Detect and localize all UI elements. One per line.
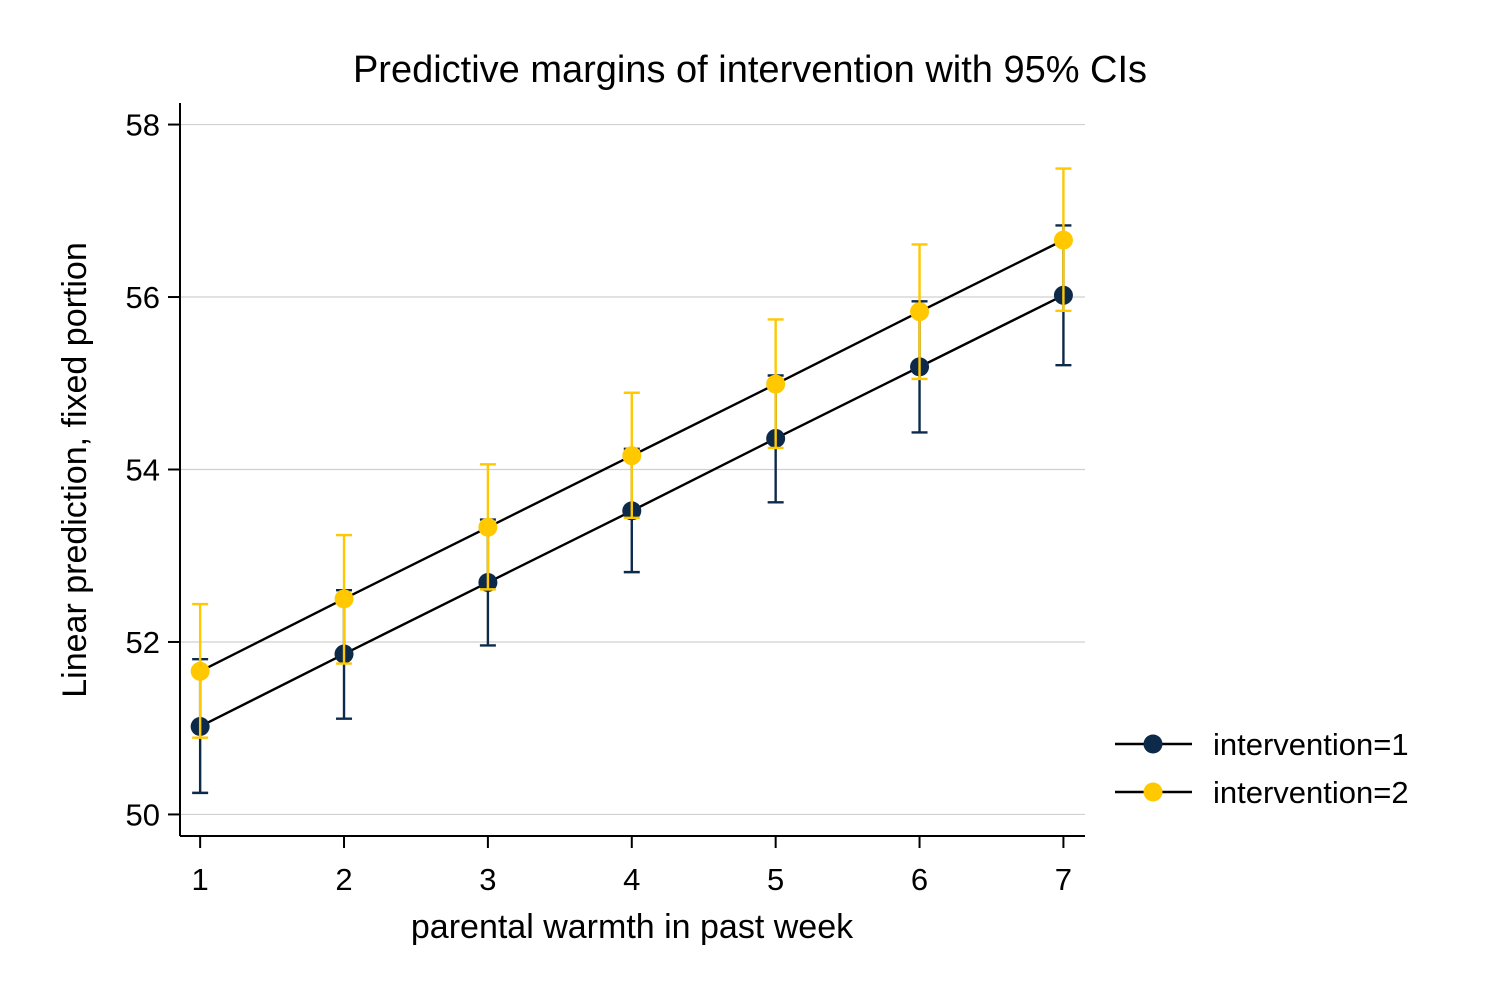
data-point (478, 517, 498, 537)
x-tick-label: 4 (623, 862, 640, 897)
legend-label: intervention=1 (1213, 727, 1409, 762)
y-tick-label: 56 (126, 280, 160, 315)
legend-label: intervention=2 (1213, 775, 1409, 810)
y-axis-label: Linear prediction, fixed portion (56, 242, 94, 698)
series-2 (190, 167, 1073, 739)
y-tick-label: 52 (126, 625, 160, 660)
x-tick-label: 6 (911, 862, 928, 897)
data-point (766, 374, 786, 394)
data-point (334, 589, 354, 609)
chart-title: Predictive margins of intervention with … (353, 49, 1147, 91)
data-point (1053, 230, 1073, 250)
x-tick-label: 5 (767, 862, 784, 897)
legend-item: intervention=1 (1115, 727, 1409, 762)
y-tick-label: 50 (126, 797, 160, 832)
x-axis-ticks: 1 2 3 4 5 6 7 (192, 836, 1072, 897)
x-tick-label: 2 (335, 862, 352, 897)
y-tick-label: 54 (126, 453, 160, 488)
y-axis-ticks: 50 52 54 56 58 (126, 108, 180, 832)
series-layer (190, 167, 1073, 795)
legend-marker (1143, 782, 1163, 802)
legend-marker (1143, 734, 1163, 754)
legend: intervention=1 intervention=2 (1115, 727, 1409, 810)
data-point (622, 446, 642, 466)
x-axis-label: parental warmth in past week (411, 908, 854, 946)
data-point (910, 302, 930, 322)
x-tick-label: 7 (1055, 862, 1072, 897)
data-point (190, 661, 210, 681)
y-tick-label: 58 (126, 108, 160, 143)
x-tick-label: 1 (192, 862, 209, 897)
x-tick-label: 3 (479, 862, 496, 897)
legend-item: intervention=2 (1115, 775, 1409, 810)
